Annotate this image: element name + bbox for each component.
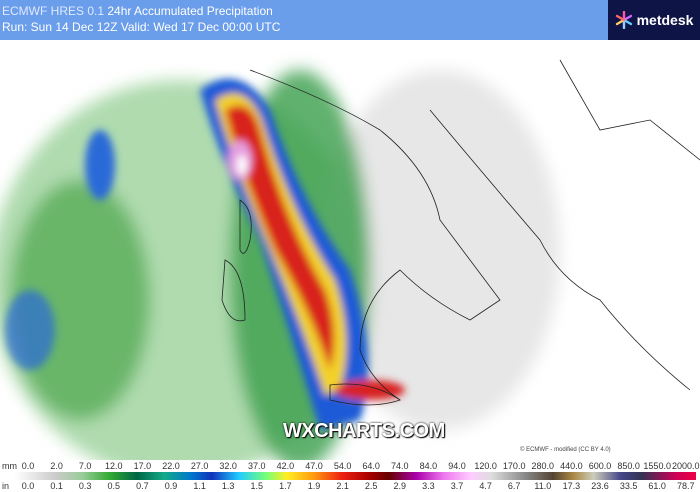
legend-mm-label: 47.0 xyxy=(305,461,323,471)
legend-mm-label: 0.0 xyxy=(21,461,35,471)
legend-in-label: 0.9 xyxy=(164,481,178,491)
legend-mm-label: 12.0 xyxy=(105,461,123,471)
legend-in-label: 1.9 xyxy=(307,481,321,491)
legend-in-label: 2.5 xyxy=(364,481,378,491)
legend-mm-label: 64.0 xyxy=(362,461,380,471)
legend-in-label: 0.7 xyxy=(136,481,149,491)
in-unit: in xyxy=(2,481,10,491)
legend-mm-label: 37.0 xyxy=(248,461,266,471)
credit-text: © ECMWF - modified (CC BY 4.0) xyxy=(520,447,611,453)
legend-in-label: 17.3 xyxy=(562,481,581,491)
metdesk-flower-icon xyxy=(615,11,632,29)
legend-in-label: 0.3 xyxy=(78,481,92,491)
legend-mm-row: mm 0.0 2.0 7.0 12.0 17.0 22.0 27.0 32.0 37.0 42.0 4… xyxy=(0,461,700,472)
legend-in-label: 0.5 xyxy=(107,481,121,491)
legend-mm-label: 280.0 xyxy=(531,461,555,471)
mm-unit: mm xyxy=(2,461,17,471)
legend-mm-label: 54.0 xyxy=(333,461,352,471)
legend-in-label: 1.5 xyxy=(250,481,264,491)
map-header: ECMWF HRES 0.1 24hr Accumulated Precipit… xyxy=(0,0,608,40)
legend-mm-label: 17.0 xyxy=(133,461,152,471)
legend-in-label: 6.7 xyxy=(507,481,521,491)
legend-in-label: 1.7 xyxy=(279,481,292,491)
legend-in-row: in 0.0 0.1 0.3 0.5 0.7 0.9 1.1 1.3 1.5 1.7 1.9 2.1 2.… xyxy=(0,481,700,492)
legend-in-label: 1.3 xyxy=(221,481,235,491)
brand-name: metdesk xyxy=(636,12,694,28)
legend-in-label: 2.9 xyxy=(393,481,407,491)
legend-in-label: 2.1 xyxy=(336,481,349,491)
legend-in-label: 1.1 xyxy=(193,481,206,491)
map-title: ECMWF HRES 0.1 24hr Accumulated Precipit… xyxy=(2,4,273,18)
legend-mm-label: 32.0 xyxy=(219,461,237,471)
legend-mm-label: 1550.0 xyxy=(643,461,671,471)
legend-mm-label: 120.0 xyxy=(474,461,497,471)
legend-mm-label: 2000.0 xyxy=(672,461,700,471)
run-valid-line: Run: Sun 14 Dec 12Z Valid: Wed 17 Dec 00… xyxy=(2,20,281,34)
watermark: WXCHARTS.COM xyxy=(283,420,445,442)
legend-in-label: 61.0 xyxy=(648,481,666,491)
legend-color-bar xyxy=(14,472,696,480)
legend-in-label: 78.7 xyxy=(677,481,695,491)
legend-mm-label: 74.0 xyxy=(391,461,409,471)
legend-in-label: 11.0 xyxy=(534,481,552,491)
legend-in-label: 3.3 xyxy=(422,481,435,491)
legend-mm-label: 440.0 xyxy=(560,461,583,471)
legend-mm-label: 22.0 xyxy=(162,461,180,471)
legend-mm-label: 600.0 xyxy=(588,461,612,471)
legend-in-label: 4.7 xyxy=(479,481,492,491)
legend-in-label: 3.7 xyxy=(450,481,464,491)
legend-mm-label: 94.0 xyxy=(448,461,466,471)
product-name: 24hr Accumulated Precipitation xyxy=(107,4,273,18)
legend-mm-label: 84.0 xyxy=(419,461,438,471)
model-name: ECMWF HRES 0.1 xyxy=(2,4,105,18)
legend-in-label: 0.1 xyxy=(50,481,63,491)
legend-mm-label: 170.0 xyxy=(502,461,526,471)
legend-in-label: 33.5 xyxy=(619,481,638,491)
color-legend: mm 0.0 2.0 7.0 12.0 17.0 22.0 27.0 32.0 37.0 42.0 4… xyxy=(0,460,700,492)
legend-in-label: 0.0 xyxy=(21,481,35,491)
legend-mm-label: 7.0 xyxy=(78,461,92,471)
precipitation-map xyxy=(0,59,700,460)
legend-in-label: 23.6 xyxy=(591,481,609,491)
legend-mm-label: 850.0 xyxy=(617,461,640,471)
legend-mm-label: 27.0 xyxy=(190,461,209,471)
legend-mm-label: 42.0 xyxy=(276,461,295,471)
metdesk-logo: metdesk xyxy=(608,0,700,40)
legend-mm-label: 2.0 xyxy=(50,461,63,471)
